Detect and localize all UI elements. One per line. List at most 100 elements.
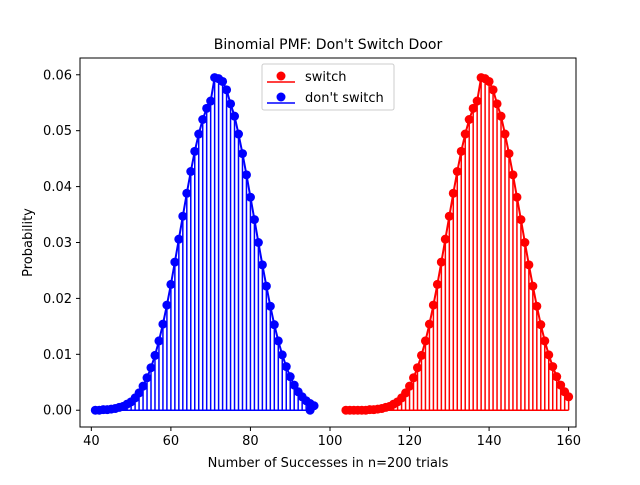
point-switch	[536, 320, 546, 330]
point-switch	[512, 192, 522, 202]
point-don-t-switch	[289, 380, 299, 390]
y-tick-label: 0.06	[43, 68, 72, 83]
point-don-t-switch	[190, 146, 200, 156]
point-don-t-switch	[198, 115, 208, 124]
point-switch	[516, 215, 526, 225]
point-switch	[548, 362, 558, 372]
y-tick-label: 0.00	[43, 404, 72, 419]
point-don-t-switch	[265, 301, 275, 311]
y-tick-label: 0.01	[43, 348, 72, 363]
point-don-t-switch	[261, 281, 271, 291]
point-don-t-switch	[241, 170, 251, 180]
point-don-t-switch	[234, 129, 244, 139]
point-don-t-switch	[142, 373, 152, 383]
x-tick-label: 80	[242, 434, 259, 449]
point-don-t-switch	[253, 238, 263, 247]
legend-marker-dont-switch	[276, 92, 286, 102]
y-tick-label: 0.05	[43, 124, 72, 139]
point-don-t-switch	[146, 363, 156, 373]
ticks-layer: 40 60 80 100 120 140 160 0.00 0.01 0.02 0.03 0.04 0.…	[43, 68, 581, 449]
legend-entry-dont-switch: don't switch	[267, 91, 384, 106]
point-switch	[472, 96, 482, 106]
point-don-t-switch	[206, 96, 216, 106]
chart-title: Binomial PMF: Don't Switch Door	[214, 37, 443, 53]
point-don-t-switch	[202, 103, 212, 113]
point-switch	[468, 103, 478, 113]
legend: switch don't switch	[261, 63, 395, 111]
point-don-t-switch	[273, 336, 283, 346]
x-tick-label: 40	[83, 434, 100, 449]
point-don-t-switch	[170, 257, 180, 267]
point-switch	[520, 238, 530, 247]
point-don-t-switch	[245, 192, 255, 202]
point-switch	[456, 146, 466, 156]
point-switch	[420, 336, 430, 346]
y-axis-label: Probability	[21, 208, 36, 277]
point-switch	[401, 388, 411, 398]
legend-marker-switch	[276, 71, 286, 81]
y-tick-label: 0.03	[43, 236, 72, 251]
point-switch	[564, 392, 574, 402]
point-don-t-switch	[277, 350, 287, 360]
point-don-t-switch	[226, 99, 236, 109]
point-don-t-switch	[166, 279, 176, 289]
point-don-t-switch	[158, 319, 168, 329]
point-don-t-switch	[150, 350, 160, 360]
x-tick-label: 60	[163, 434, 180, 449]
point-switch	[552, 372, 562, 382]
legend-box	[261, 63, 395, 111]
point-don-t-switch	[154, 336, 164, 346]
point-switch	[500, 129, 510, 139]
point-don-t-switch	[222, 85, 232, 95]
point-switch	[424, 319, 434, 329]
point-switch	[544, 350, 554, 360]
x-tick-label: 160	[556, 434, 581, 449]
point-switch	[492, 99, 502, 109]
point-don-t-switch	[218, 76, 228, 86]
x-tick-label: 120	[397, 434, 422, 449]
point-switch	[412, 363, 422, 373]
point-don-t-switch	[281, 362, 291, 372]
point-switch	[448, 188, 458, 198]
x-axis-label: Number of Successes in n=200 trials	[208, 456, 449, 471]
point-switch	[416, 350, 426, 360]
y-tick-label: 0.04	[43, 180, 72, 195]
legend-label-dont-switch: don't switch	[305, 91, 384, 106]
point-switch	[432, 279, 442, 289]
point-don-t-switch	[182, 188, 192, 198]
legend-entry-switch: switch	[267, 70, 347, 85]
point-extra	[305, 405, 315, 415]
point-switch	[532, 301, 542, 311]
point-don-t-switch	[237, 149, 247, 159]
point-switch	[504, 149, 514, 159]
point-don-t-switch	[178, 211, 188, 221]
point-don-t-switch	[257, 260, 267, 270]
point-switch	[409, 373, 419, 383]
point-don-t-switch	[134, 388, 144, 398]
point-switch	[460, 129, 470, 139]
point-switch	[540, 336, 550, 346]
point-switch	[508, 170, 518, 180]
point-don-t-switch	[194, 129, 204, 139]
point-switch	[528, 281, 538, 291]
point-switch	[436, 257, 446, 267]
point-switch	[428, 300, 438, 310]
point-switch	[488, 85, 498, 95]
point-switch	[444, 211, 454, 221]
point-switch	[484, 76, 494, 86]
point-don-t-switch	[162, 300, 172, 310]
legend-label-switch: switch	[305, 70, 347, 85]
point-switch	[440, 234, 450, 244]
point-don-t-switch	[269, 320, 279, 330]
x-tick-label: 140	[477, 434, 502, 449]
point-don-t-switch	[230, 111, 240, 121]
point-don-t-switch	[249, 215, 259, 225]
point-switch	[452, 166, 462, 176]
point-don-t-switch	[138, 381, 148, 391]
point-switch	[556, 380, 566, 390]
x-tick-label: 100	[318, 434, 343, 449]
point-don-t-switch	[186, 166, 196, 176]
point-switch	[496, 111, 506, 121]
